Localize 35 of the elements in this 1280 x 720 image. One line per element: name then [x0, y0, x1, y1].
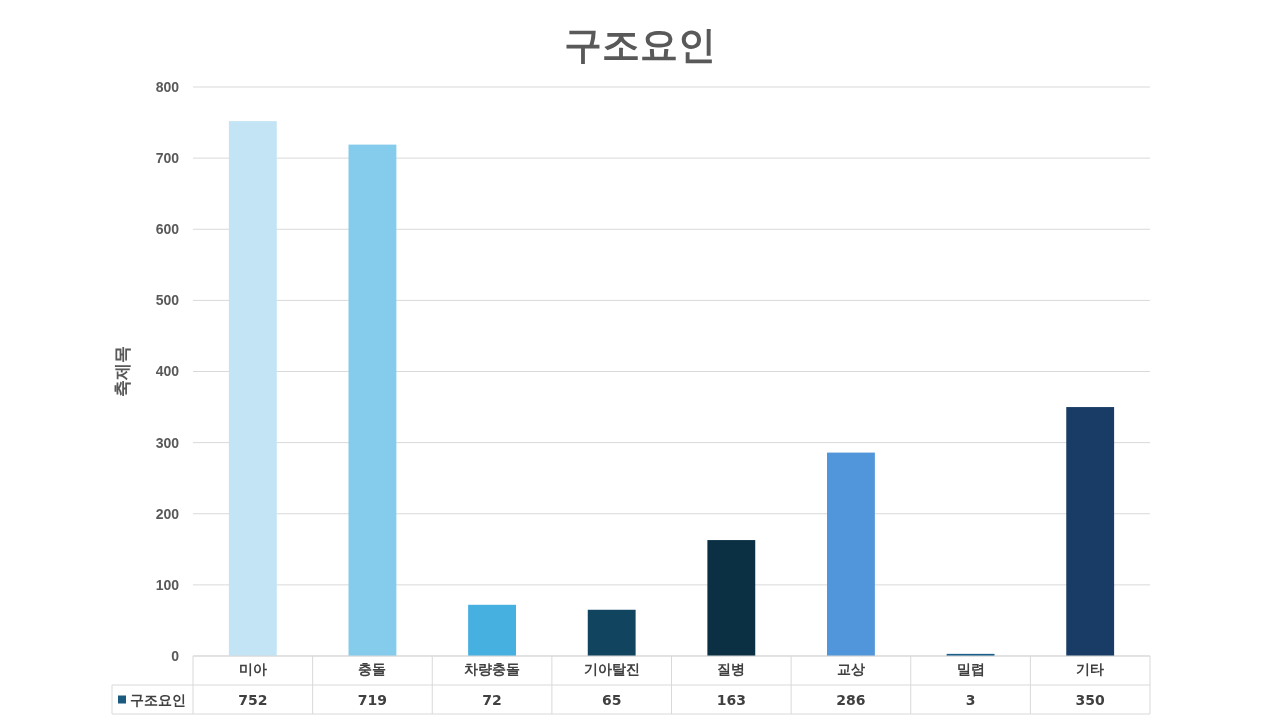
x-tick-label: 미아 — [238, 660, 267, 677]
bar — [827, 452, 875, 656]
x-tick-label: 밀렵 — [956, 660, 985, 677]
bar — [1066, 407, 1115, 656]
data-label: 350 — [1075, 691, 1106, 708]
y-tick-label: 800 — [155, 78, 180, 95]
y-tick-label: 200 — [155, 505, 180, 522]
x-tick-label: 충돌 — [358, 660, 387, 677]
y-axis-title: 축제목 — [112, 346, 132, 397]
data-label: 72 — [482, 691, 502, 708]
x-tick-label: 차량충돌 — [464, 660, 521, 677]
y-tick-label: 600 — [155, 221, 180, 238]
bar — [707, 540, 756, 656]
y-tick-label: 700 — [155, 150, 180, 167]
x-tick-label: 기타 — [1076, 660, 1105, 677]
chart-title: 구조요인 — [564, 23, 716, 67]
y-tick-label: 100 — [155, 576, 180, 593]
y-tick-label: 500 — [155, 292, 180, 309]
data-label: 163 — [716, 691, 746, 708]
y-tick-label: 400 — [155, 363, 180, 380]
data-label: 752 — [238, 691, 268, 708]
data-label: 65 — [601, 691, 622, 708]
data-label: 3 — [965, 691, 976, 708]
y-tick-label: 300 — [155, 434, 180, 451]
bar — [468, 604, 516, 656]
bar — [228, 121, 277, 656]
x-tick-label: 교상 — [836, 660, 865, 677]
legend-label: 구조요인 — [130, 691, 186, 708]
x-tick-label: 질병 — [717, 660, 746, 677]
data-label: 719 — [357, 691, 388, 708]
x-tick-label: 기아탈진 — [583, 660, 640, 677]
bar — [348, 144, 397, 656]
y-tick-label: 0 — [171, 647, 180, 664]
data-label: 286 — [836, 691, 866, 708]
bar — [587, 609, 636, 656]
